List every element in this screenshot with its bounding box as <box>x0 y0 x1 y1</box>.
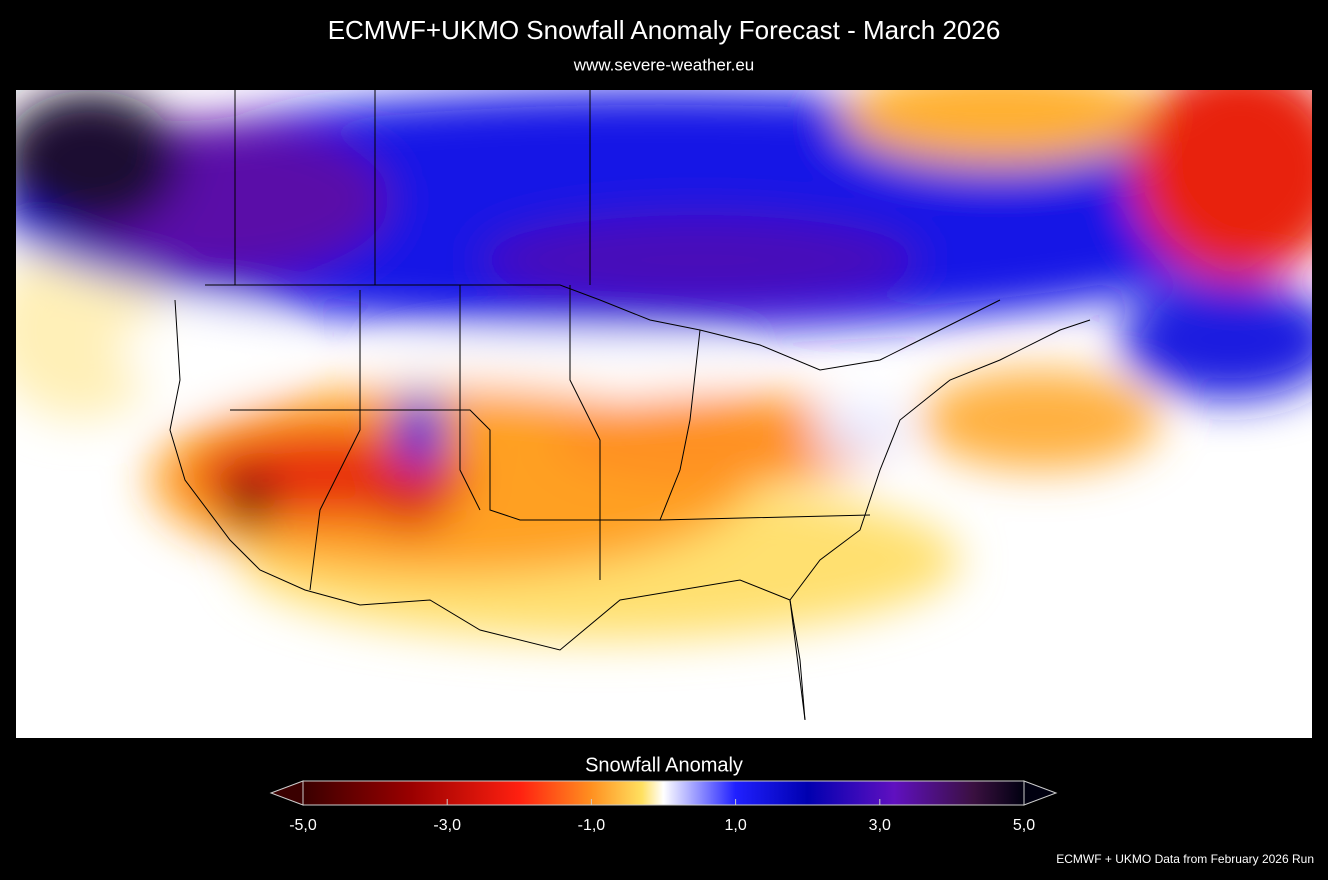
colorbar-label: Snowfall Anomaly <box>585 754 743 776</box>
colorbar-tick-label: -3,0 <box>433 817 461 834</box>
colorbar-high-arrow <box>1023 780 1058 806</box>
colorbar-tick-label: -5,0 <box>289 817 317 834</box>
map <box>16 90 1312 738</box>
colorbar-tick-label: 5,0 <box>1013 817 1035 834</box>
colorbar-low-arrow <box>269 780 304 806</box>
subtitle: www.severe-weather.eu <box>573 55 754 74</box>
colorbar <box>302 780 1025 806</box>
colorbar-tick-label: 3,0 <box>869 817 891 834</box>
colorbar-tick-label: -1,0 <box>578 817 606 834</box>
title: ECMWF+UKMO Snowfall Anomaly Forecast - M… <box>328 15 1001 45</box>
footer: ECMWF + UKMO Data from February 2026 Run <box>1056 852 1314 866</box>
colorbar-tick-label: 1,0 <box>724 817 746 834</box>
